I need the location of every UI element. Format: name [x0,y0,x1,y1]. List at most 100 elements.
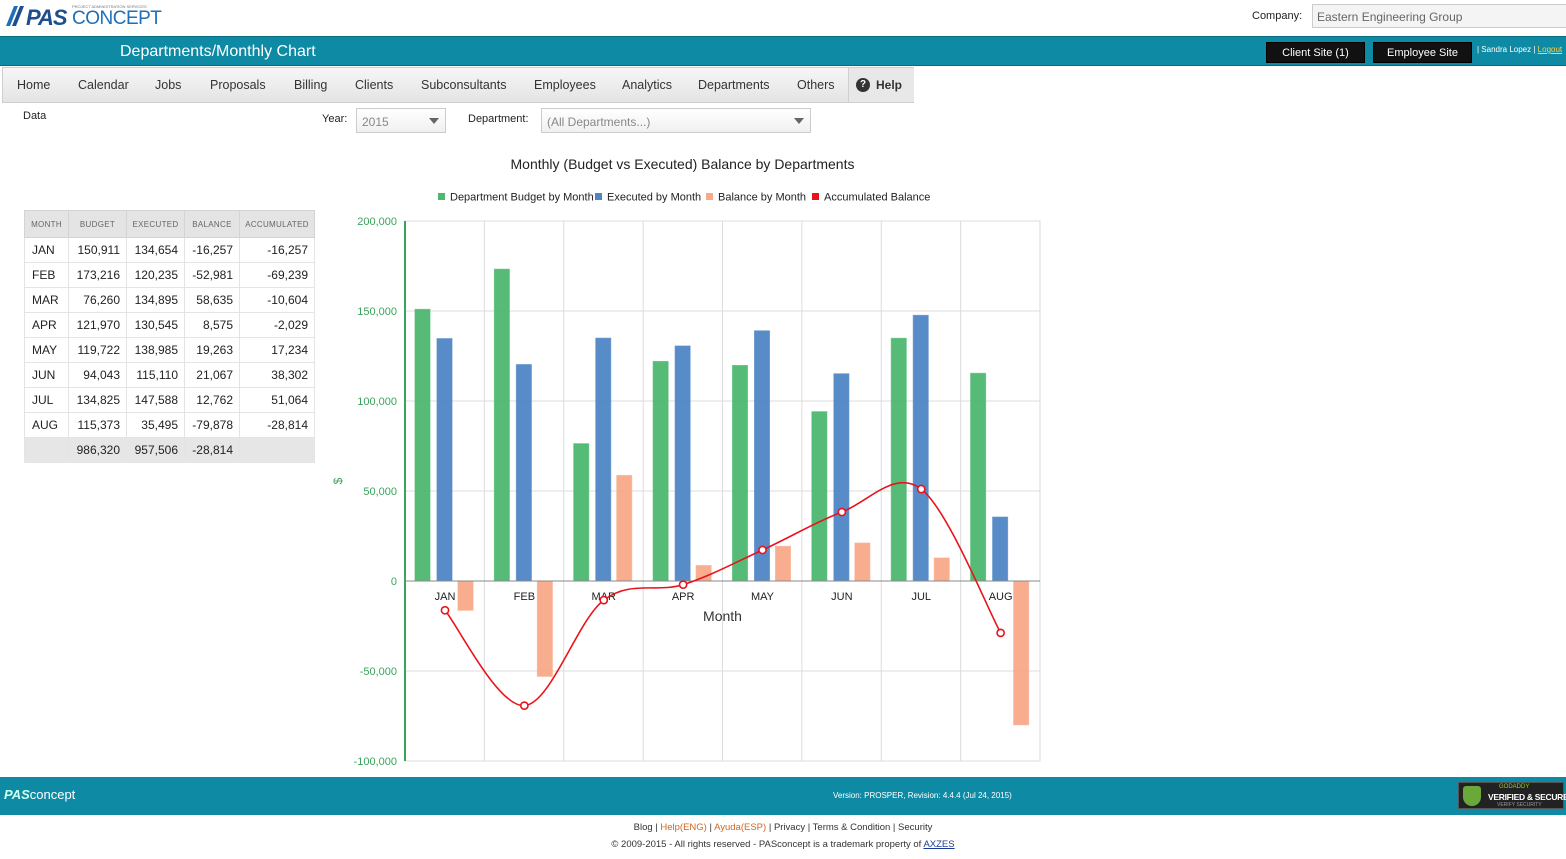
shield-icon [1463,786,1481,806]
cell-month: MAY [24,337,69,363]
legend-label: Balance by Month [718,192,806,204]
footer-bar: PASconcept Version: PROSPER, Revision: 4… [0,777,1566,815]
department-select-value: (All Departments...) [547,115,651,129]
nav-item-billing[interactable]: Billing [294,78,328,92]
company-field[interactable]: Eastern Engineering Group [1312,4,1566,28]
accumulated-point [837,507,847,517]
data-tab[interactable]: Data [23,110,47,122]
cell-accumulated: -10,604 [239,287,315,313]
bar-budget [811,411,828,582]
nav-item-proposals[interactable]: Proposals [210,78,266,92]
cell-executed: 957,506 [126,437,185,463]
year-select[interactable]: 2015 [356,108,446,133]
cell-balance: -16,257 [184,237,240,263]
bar-balance [616,474,633,582]
cell-accumulated: -69,239 [239,262,315,288]
bar-balance [536,580,553,677]
chevron-down-icon [429,118,439,124]
badge-brand: GODADDY [1499,784,1530,790]
accumulated-point [758,545,767,555]
cell-balance: 21,067 [184,362,240,388]
cell-executed: 130,545 [126,312,185,338]
bar-executed [515,364,532,582]
godaddy-security-badge[interactable]: GODADDY VERIFIED & SECURED VERIFY SECURI… [1458,782,1566,809]
x-tick-label: MAY [751,591,775,603]
cell-budget: 121,970 [68,312,127,338]
cell-executed: 138,985 [126,337,185,363]
nav-item-departments[interactable]: Departments [698,78,770,92]
table-row: JUL 134,825 147,588 12,762 51,064 [24,387,315,413]
nav-item-help[interactable]: ? Help [848,68,914,102]
legend-swatch [706,193,713,200]
bar-budget [970,372,987,582]
cell-balance: 58,635 [184,287,240,313]
user-name[interactable]: | Sandra Lopez [1477,45,1532,54]
department-select[interactable]: (All Departments...) [541,108,811,133]
nav-help-label: Help [876,78,903,92]
cell-month [24,437,69,463]
y-tick-label: 100,000 [357,396,397,408]
logo-swoosh-icon [6,6,24,26]
accumulated-point [599,595,609,605]
table-total-row: 986,320 957,506 -28,814 [24,437,315,463]
footer-links: Blog | Help(ENG) | Ayuda(ESP) | Privacy … [633,822,933,833]
cell-balance: 8,575 [184,312,240,338]
x-tick-label: JUN [831,591,852,603]
nav-item-home[interactable]: Home [17,78,51,92]
table-body: JAN 150,911 134,654 -16,257 -16,257 FEB 173,21… [24,237,315,463]
help-eng-link[interactable]: Help(ENG) [660,822,707,833]
terms-link[interactable]: Terms & Condition [812,822,891,833]
bar-balance [457,580,474,611]
bar-budget [573,443,590,582]
page-title: Departments/Monthly Chart [120,43,316,60]
company-label: Company: [1252,10,1303,22]
cell-budget: 150,911 [68,237,127,263]
table-row: FEB 173,216 120,235 -52,981 -69,239 [24,262,315,288]
employee-site-button[interactable]: Employee Site [1373,42,1472,63]
cell-accumulated: -2,029 [239,312,315,338]
copyright-label: © 2009-2015 - All rights reserved - PASc… [611,839,922,850]
bar-balance [854,542,871,582]
logo-concept-text: CONCEPT [72,8,162,29]
client-site-button[interactable]: Client Site (1) [1266,42,1365,63]
nav-item-employees[interactable]: Employees [534,78,596,92]
nav-item-jobs[interactable]: Jobs [155,78,182,92]
legend-swatch [812,193,819,200]
cell-executed: 134,654 [126,237,185,263]
x-tick-label: JAN [435,591,456,603]
nav-item-subconsultants[interactable]: Subconsultants [421,78,507,92]
cell-budget: 76,260 [68,287,127,313]
cell-executed: 115,110 [126,362,185,388]
department-label: Department: [468,113,529,125]
nav-item-calendar[interactable]: Calendar [78,78,129,92]
year-label: Year: [322,113,348,125]
cell-month: JUN [24,362,69,388]
axzes-link[interactable]: AXZES [923,839,955,850]
logout-link[interactable]: Logout [1537,45,1563,54]
cell-balance: 19,263 [184,337,240,363]
nav-item-others[interactable]: Others [797,78,835,92]
x-tick-label: FEB [514,591,535,603]
security-link[interactable]: Security [898,822,933,833]
bar-budget [652,360,669,582]
pasconcept-logo[interactable]: PROJECT ADMINISTRATION SERVICES PAS CONC… [2,2,162,32]
chart-title: Monthly (Budget vs Executed) Balance by … [511,156,855,172]
legend-swatch [438,193,445,200]
x-tick-label: AUG [989,591,1013,603]
year-select-value: 2015 [362,115,389,129]
privacy-link[interactable]: Privacy [773,822,806,833]
bar-executed [436,338,453,582]
cell-budget: 173,216 [68,262,127,288]
table-row: JUN 94,043 115,110 21,067 38,302 [24,362,315,388]
blog-link[interactable]: Blog [633,822,653,833]
bar-budget [890,337,907,582]
column-header-executed: EXECUTED [126,210,185,238]
cell-accumulated [239,437,315,463]
ayuda-esp-link[interactable]: Ayuda(ESP) [714,822,767,833]
main-nav: Home Calendar Jobs Proposals Billing Cli… [2,67,914,103]
nav-item-analytics[interactable]: Analytics [622,78,673,92]
cell-accumulated: 17,234 [239,337,315,363]
table-header-row: MONTH BUDGET EXECUTED BALANCE ACCUMULATE… [24,210,315,238]
nav-item-clients[interactable]: Clients [355,78,394,92]
cell-executed: 134,895 [126,287,185,313]
